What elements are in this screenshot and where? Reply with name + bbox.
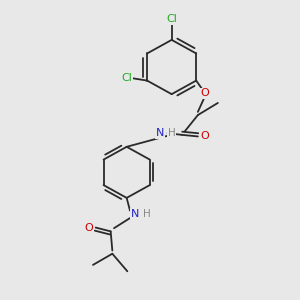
Text: N: N (156, 128, 164, 138)
Text: O: O (200, 88, 209, 98)
Text: O: O (85, 223, 93, 232)
Text: N: N (131, 209, 139, 219)
Text: Cl: Cl (166, 14, 177, 24)
Text: H: H (143, 209, 151, 219)
Text: O: O (201, 131, 210, 141)
Text: Cl: Cl (122, 73, 133, 83)
Text: H: H (168, 128, 176, 138)
